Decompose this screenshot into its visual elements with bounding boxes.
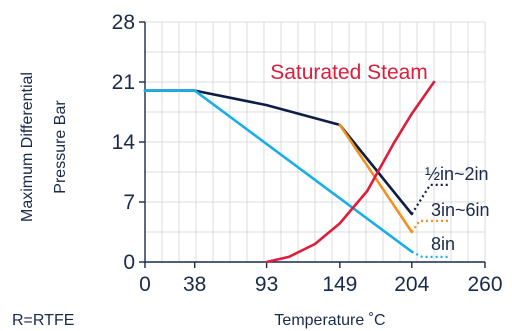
labels-layer: 0 7 14 21 28 0 38 93 149 204 260 ½in~2in 3in~6in 8in S… <box>112 11 503 296</box>
x-tick-label: 38 <box>183 273 206 296</box>
x-tick-label: 149 <box>322 273 357 296</box>
series-label-in-2in: ½in~2in <box>425 164 489 184</box>
axes <box>139 21 486 268</box>
y-tick-label: 0 <box>123 251 135 274</box>
series-label-8in: 8in <box>431 234 455 254</box>
series-line-saturated-steam <box>265 80 436 264</box>
x-tick-label: 260 <box>467 273 502 296</box>
y-tick-label: 28 <box>112 11 135 34</box>
y-tick-label: 14 <box>112 131 136 154</box>
footnote: R=RTFE <box>12 312 74 329</box>
series-layer <box>143 80 449 264</box>
x-tick-label: 93 <box>255 273 278 296</box>
series-label-saturated-steam: Saturated Steam <box>270 61 428 84</box>
y-tick-label: 7 <box>123 191 135 214</box>
grid <box>145 21 486 262</box>
series-extension-in-2in <box>410 183 449 215</box>
series-extension-8in <box>411 250 449 258</box>
x-axis-title: Temperature ˚C <box>274 312 385 329</box>
series-line-3in-6in <box>338 123 414 234</box>
series-label-3in-6in: 3in~6in <box>431 200 490 220</box>
series-line-8in <box>143 89 414 253</box>
y-axis-title-line-1: Maximum Differential <box>19 72 36 222</box>
x-tick-label: 204 <box>394 273 429 296</box>
x-tick-label: 0 <box>139 273 151 296</box>
y-tick-label: 21 <box>112 71 135 94</box>
y-axis-title-line-2: Pressure Bar <box>52 100 69 194</box>
